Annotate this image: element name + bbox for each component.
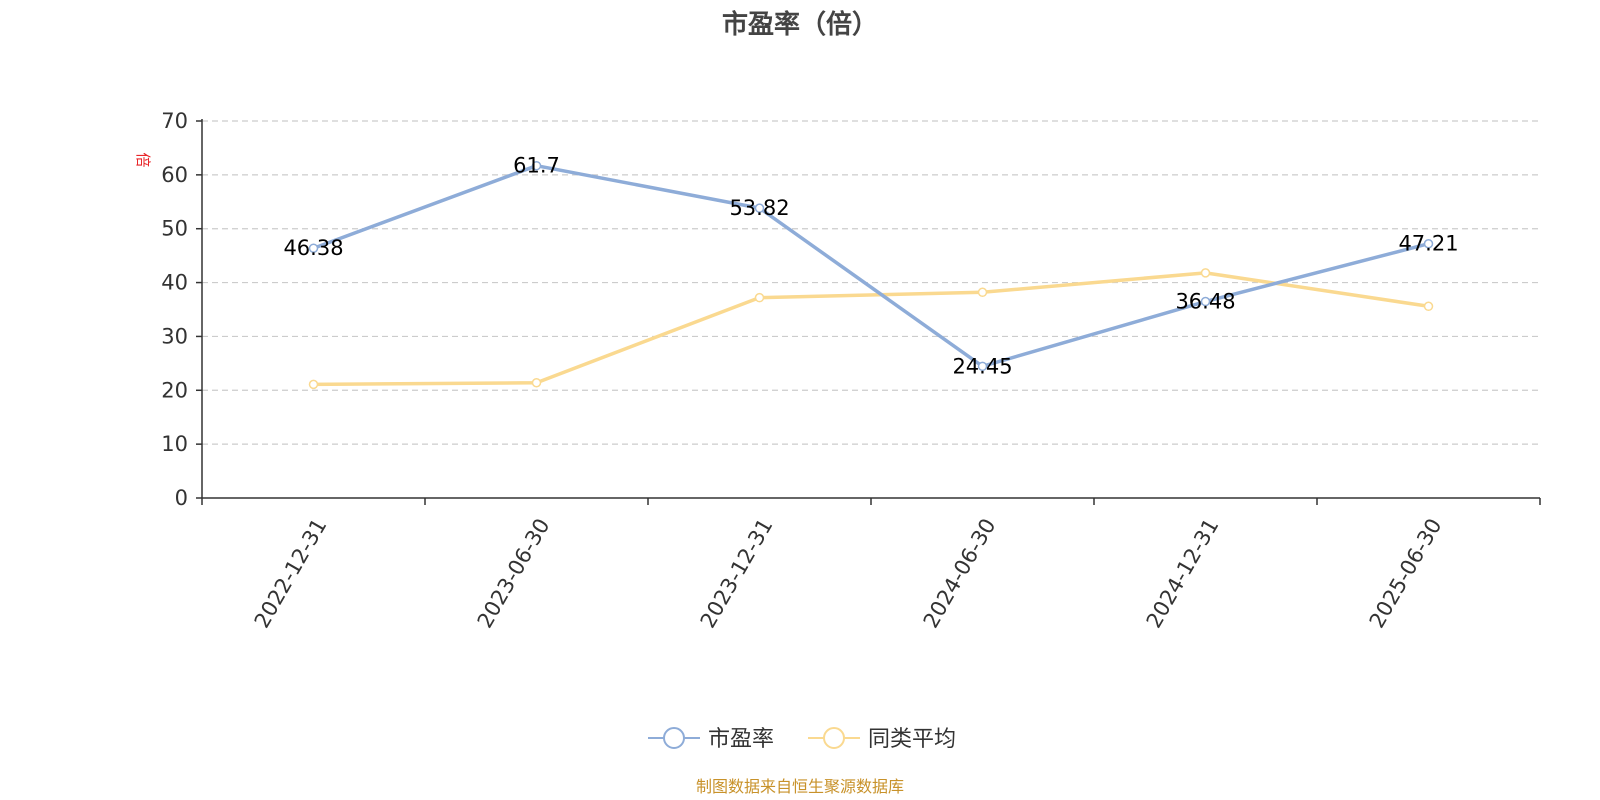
data-point <box>1200 296 1211 307</box>
grid-lines <box>202 120 1540 445</box>
x-tick-label: 2024-06-30 <box>919 514 1001 632</box>
data-label: 47.21 <box>1398 232 1458 256</box>
data-point <box>308 243 319 253</box>
y-tick-label: 40 <box>161 271 188 295</box>
y-tick-label: 30 <box>161 324 188 348</box>
data-label: 53.82 <box>729 196 789 220</box>
y-axis-unit: 倍 <box>134 152 152 167</box>
legend-marker <box>823 727 845 749</box>
source-note: 制图数据来自恒生聚源数据库 <box>696 777 904 796</box>
x-tick-label: 2023-06-30 <box>473 514 555 632</box>
data-point <box>531 160 542 171</box>
axes <box>201 119 1540 499</box>
series-line <box>313 271 1429 387</box>
data-point <box>754 203 765 213</box>
series-group <box>308 160 1434 390</box>
data-point <box>308 379 319 390</box>
legend-item[interactable]: 市盈率 <box>648 727 774 752</box>
x-tick-label: 2022-12-31 <box>250 514 332 632</box>
data-point <box>754 292 765 303</box>
y-tick-label: 20 <box>161 378 188 402</box>
legend-label: 同类平均 <box>868 727 956 752</box>
data-point <box>1200 268 1211 278</box>
chart-title: 市盈率（倍） <box>722 9 878 40</box>
data-label: 46.38 <box>283 236 343 260</box>
data-point <box>1423 238 1434 249</box>
x-tick-label: 2025-06-30 <box>1365 514 1447 632</box>
y-axis-ticks: 0 10 20 30 40 50 60 70 <box>161 109 202 510</box>
legend-item[interactable]: 同类平均 <box>808 727 956 752</box>
data-point <box>977 287 988 298</box>
legend-marker <box>663 727 685 749</box>
data-point <box>977 361 988 372</box>
data-label: 24.45 <box>952 354 1012 378</box>
y-tick-label: 0 <box>175 486 188 510</box>
data-point <box>1423 301 1434 312</box>
y-tick-label: 10 <box>161 432 188 456</box>
x-tick-label: 2023-12-31 <box>696 514 778 632</box>
legend-label: 市盈率 <box>708 727 774 752</box>
legend[interactable]: 市盈率 同类平均 <box>648 727 956 752</box>
x-axis-ticks: 2022-12-31 2023-06-30 2023-12-31 2024-06-30… <box>201 498 1541 632</box>
data-point <box>531 377 542 388</box>
data-label: 36.48 <box>1175 290 1235 314</box>
data-labels: 46.38 61.7 53.82 24.45 36.48 47.21 <box>283 154 1458 379</box>
x-tick-label: 2024-12-31 <box>1142 514 1224 632</box>
series-line <box>312 163 1429 369</box>
y-tick-label: 70 <box>161 109 188 133</box>
y-tick-label: 60 <box>161 163 188 187</box>
data-label: 61.7 <box>513 154 560 178</box>
y-tick-label: 50 <box>161 217 188 241</box>
